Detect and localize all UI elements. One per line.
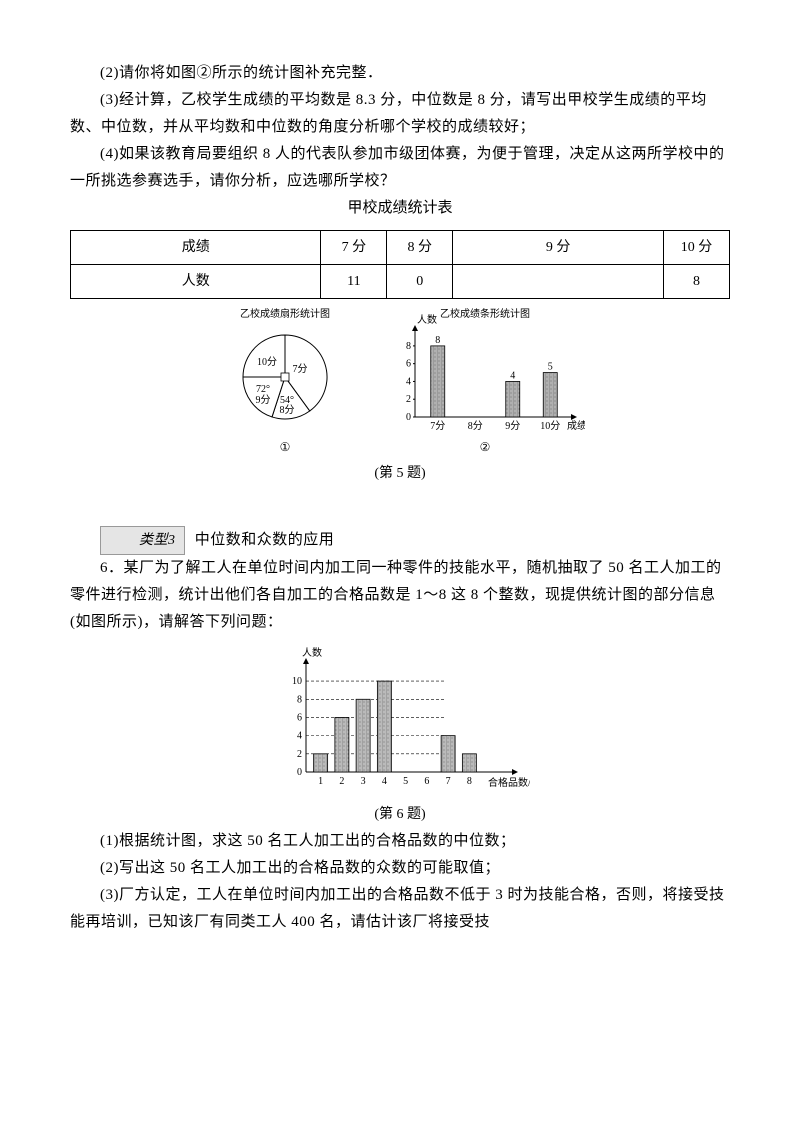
pie-chart: 乙校成绩扇形统计图10分7分54°8分72°9分 (215, 307, 355, 437)
section-3-heading: 类型3 中位数和众数的应用 (70, 526, 730, 555)
svg-text:1: 1 (318, 776, 323, 787)
th-8: 8 分 (387, 231, 453, 265)
question-6-2: (2)写出这 50 名工人加工出的合格品数的众数的可能取值； (70, 855, 730, 882)
svg-text:成绩: 成绩 (567, 419, 585, 432)
svg-text:72°: 72° (256, 384, 270, 395)
svg-text:0: 0 (406, 412, 411, 423)
table-row: 成绩 7 分 8 分 9 分 10 分 (71, 231, 730, 265)
paragraph-3: (3)经计算，乙校学生成绩的平均数是 8.3 分，中位数是 8 分，请写出甲校学… (70, 87, 730, 141)
figure6-caption: (第 6 题) (70, 802, 730, 827)
question-6-3: (3)厂方认定，工人在单位时间内加工出的合格品数不低于 3 时为技能合格，否则，… (70, 882, 730, 936)
td-9 (453, 265, 664, 299)
svg-text:0: 0 (297, 767, 302, 778)
svg-text:6: 6 (406, 359, 411, 370)
bar5-chart: 乙校成绩条形统计图 0 2 4 6 8 人数成绩 8 7分 8分 4 9分 5 10分 (385, 307, 585, 437)
score-table: 成绩 7 分 8 分 9 分 10 分 人数 11 0 8 (70, 230, 730, 299)
svg-text:10: 10 (292, 676, 302, 687)
svg-text:7分: 7分 (430, 420, 445, 432)
pie-label: ① (280, 437, 291, 459)
svg-text:4: 4 (382, 776, 387, 787)
section-tag: 类型3 (100, 526, 185, 555)
svg-text:人数: 人数 (417, 313, 437, 326)
svg-text:8: 8 (297, 695, 302, 706)
th-7: 7 分 (321, 231, 387, 265)
th-label: 成绩 (71, 231, 321, 265)
score-table-wrap: 成绩 7 分 8 分 9 分 10 分 人数 11 0 8 (70, 230, 730, 299)
svg-text:4: 4 (406, 377, 411, 388)
svg-text:6: 6 (424, 776, 429, 787)
figure6-wrap: 2 4 6 8 10 人数合格品数/个 0 1 2 3 4 5 6 7 8 (第 6 题) (70, 644, 730, 827)
svg-text:乙校成绩条形统计图: 乙校成绩条形统计图 (440, 307, 530, 320)
question-6-1: (1)根据统计图，求这 50 名工人加工出的合格品数的中位数； (70, 828, 730, 855)
svg-text:3: 3 (361, 776, 366, 787)
svg-text:9分: 9分 (256, 394, 271, 406)
svg-text:8分: 8分 (468, 420, 483, 432)
section-3-title: 中位数和众数的应用 (195, 532, 335, 548)
svg-text:10分: 10分 (540, 420, 560, 432)
svg-text:7分: 7分 (293, 363, 308, 375)
svg-text:8: 8 (467, 776, 472, 787)
svg-text:乙校成绩扇形统计图: 乙校成绩扇形统计图 (240, 307, 330, 320)
svg-text:7: 7 (446, 776, 451, 787)
bar6-chart: 2 4 6 8 10 人数合格品数/个 0 1 2 3 4 5 6 7 8 (270, 644, 530, 794)
th-9: 9 分 (453, 231, 664, 265)
svg-text:8: 8 (406, 341, 411, 352)
svg-text:9分: 9分 (505, 420, 520, 432)
svg-text:8分: 8分 (280, 404, 295, 416)
td-7: 11 (321, 265, 387, 299)
bar5-chart-block: 乙校成绩条形统计图 0 2 4 6 8 人数成绩 8 7分 8分 4 9分 5 10分 ② (385, 307, 585, 459)
svg-text:2: 2 (339, 776, 344, 787)
svg-text:6: 6 (297, 713, 302, 724)
svg-text:合格品数/个: 合格品数/个 (488, 776, 530, 789)
svg-text:5: 5 (403, 776, 408, 787)
svg-text:8: 8 (435, 335, 440, 346)
bar5-label: ② (480, 437, 491, 459)
th-10: 10 分 (664, 231, 730, 265)
pie-chart-block: 乙校成绩扇形统计图10分7分54°8分72°9分 ① (215, 307, 355, 459)
svg-text:5: 5 (548, 362, 553, 373)
svg-text:2: 2 (297, 749, 302, 760)
table-title: 甲校成绩统计表 (70, 195, 730, 222)
svg-text:人数: 人数 (302, 646, 322, 659)
table-row: 人数 11 0 8 (71, 265, 730, 299)
figure5-caption: (第 5 题) (70, 461, 730, 486)
paragraph-2: (2)请你将如图②所示的统计图补充完整． (70, 60, 730, 87)
td-10: 8 (664, 265, 730, 299)
svg-text:4: 4 (297, 731, 302, 742)
paragraph-4: (4)如果该教育局要组织 8 人的代表队参加市级团体赛，为便于管理，决定从这两所… (70, 141, 730, 195)
td-8: 0 (387, 265, 453, 299)
td-label: 人数 (71, 265, 321, 299)
question-6: 6．某厂为了解工人在单位时间内加工同一种零件的技能水平，随机抽取了 50 名工人… (70, 555, 730, 636)
svg-text:4: 4 (510, 371, 515, 382)
svg-text:10分: 10分 (257, 356, 277, 368)
figure5-row: 乙校成绩扇形统计图10分7分54°8分72°9分 ① 乙校成绩条形统计图0246… (70, 307, 730, 459)
svg-text:2: 2 (406, 395, 411, 406)
